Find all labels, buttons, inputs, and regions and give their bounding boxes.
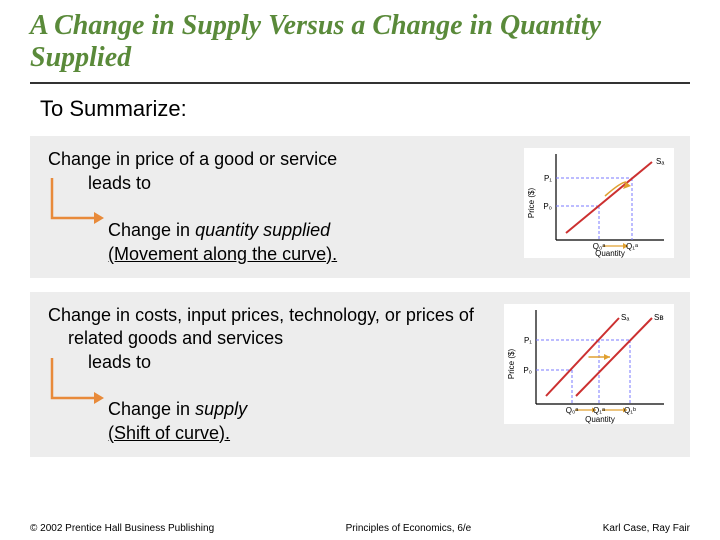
svg-text:Q₁ᵇ: Q₁ᵇ — [624, 406, 636, 415]
svg-text:P₁: P₁ — [524, 336, 532, 345]
svg-text:Q₁ᵃ: Q₁ᵃ — [593, 406, 606, 415]
arrow-icon — [46, 178, 106, 230]
svg-text:Q₀ᵃ: Q₀ᵃ — [566, 406, 580, 415]
block2-result-italic: supply — [195, 399, 247, 419]
block2-line2: leads to — [48, 351, 494, 374]
block1-text: Change in price of a good or service lea… — [48, 148, 514, 266]
slide-title: A Change in Supply Versus a Change in Qu… — [0, 0, 720, 82]
footer-center: Principles of Economics, 6/e — [346, 523, 472, 534]
block1-result-paren: (Movement along the curve). — [108, 244, 337, 264]
footer: © 2002 Prentice Hall Business Publishing… — [0, 523, 720, 534]
svg-text:Q₀ᵃ: Q₀ᵃ — [593, 242, 607, 251]
block2-result-prefix: Change in — [108, 399, 195, 419]
svg-text:Price ($): Price ($) — [527, 188, 536, 219]
svg-text:P₁: P₁ — [544, 174, 552, 183]
block2-line1: Change in costs, input prices, technolog… — [48, 304, 494, 327]
block1-result-prefix: Change in — [108, 220, 195, 240]
block1-result: Change in quantity supplied (Movement al… — [48, 219, 514, 266]
footer-left: © 2002 Prentice Hall Business Publishing — [30, 523, 214, 534]
subtitle: To Summarize: — [0, 96, 720, 136]
svg-text:Price ($): Price ($) — [507, 348, 516, 379]
svg-text:Sʙ: Sʙ — [654, 313, 664, 322]
block1-line2: leads to — [48, 172, 514, 195]
block2-result-paren: (Shift of curve). — [108, 423, 230, 443]
block1-result-italic: quantity supplied — [195, 220, 330, 240]
block2-result: Change in supply (Shift of curve). — [48, 398, 494, 445]
graph2-container: Price ($) Quantity Sₐ Sʙ P₁ P₀ Q₀ᵃ Q₁ᵃ Q₁ᵇ — [504, 304, 674, 424]
svg-text:Quantity: Quantity — [585, 415, 615, 424]
arrow-icon — [46, 358, 106, 410]
title-underline — [30, 82, 690, 84]
footer-right: Karl Case, Ray Fair — [603, 523, 690, 534]
svg-text:P₀: P₀ — [523, 366, 532, 375]
graph1-container: Price ($)QuantitySₐP₁P₀Q₀ᵃQ₁ᵃ — [524, 148, 674, 258]
summary-block-1: Change in price of a good or service lea… — [30, 136, 690, 278]
block2-text: Change in costs, input prices, technolog… — [48, 304, 494, 445]
svg-text:Sₐ: Sₐ — [656, 157, 665, 166]
block2-line1b: related goods and services — [48, 327, 494, 350]
block1-line1: Change in price of a good or service — [48, 148, 514, 171]
svg-text:Sₐ: Sₐ — [621, 313, 630, 322]
graph2: Price ($) Quantity Sₐ Sʙ P₁ P₀ Q₀ᵃ Q₁ᵃ Q₁ᵇ — [504, 304, 674, 424]
summary-block-2: Change in costs, input prices, technolog… — [30, 292, 690, 457]
graph1: Price ($)QuantitySₐP₁P₀Q₀ᵃQ₁ᵃ — [524, 148, 674, 258]
svg-text:Q₁ᵃ: Q₁ᵃ — [626, 242, 639, 251]
svg-text:P₀: P₀ — [543, 202, 552, 211]
